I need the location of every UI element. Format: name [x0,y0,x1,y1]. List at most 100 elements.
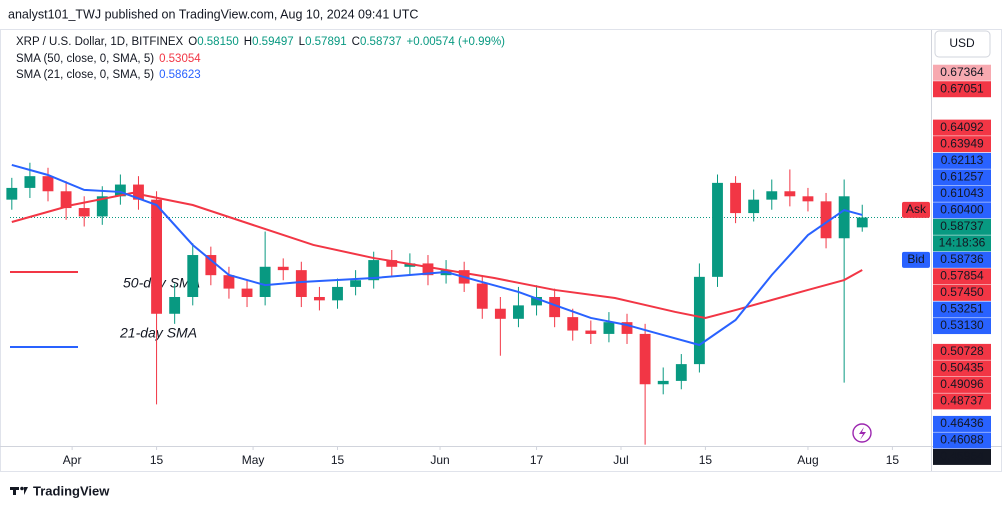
price-tag-label: 0.49096 [940,377,984,391]
candle-body [494,308,506,319]
price-tag-label: 0.46088 [940,433,984,447]
x-tick-label: May [242,453,265,467]
candle-body [6,187,18,200]
event-icon[interactable] [852,423,872,443]
candle-body [476,283,488,309]
indicator-name: SMA (50, close, 0, SMA, 5) [16,53,154,65]
price-tag [933,343,991,360]
candle-body [639,333,651,385]
price-tag-label: 0.60400 [940,203,984,217]
price-tag-label: 0.61257 [940,170,984,184]
price-tag-label: 0.63949 [940,136,984,150]
price-tag [933,64,991,81]
price-tag-label: 0.67051 [940,81,984,95]
candle-body [675,364,687,381]
x-tick-label: 15 [699,453,713,467]
x-tick-label: 15 [331,453,345,467]
candle-body [187,255,199,297]
candle-body [169,296,181,314]
x-tick-label: 15 [886,453,900,467]
price-tag-label: 14:18:36 [939,236,986,250]
candle-body [693,276,705,365]
sma-line [11,191,863,319]
currency-button[interactable] [934,30,991,58]
price-tag [933,360,991,377]
price-tag [933,284,991,301]
candle-body [42,176,54,192]
price-tag [933,393,991,410]
candle-body [114,184,126,197]
bid-tag [902,251,930,268]
price-tag-label: 0.58736 [940,252,984,266]
price-tag [933,119,991,136]
price-tag [933,169,991,186]
price-tag-label: 0.62113 [941,153,984,167]
price-tag-label: 0.50728 [940,344,984,358]
legend-indicator: SMA (21, close, 0, SMA, 5) 0.58623 [16,69,201,81]
candle-body [96,196,108,217]
price-tag [933,448,991,465]
indicator-name: SMA (21, close, 0, SMA, 5) [16,69,154,81]
price-tag [933,235,991,252]
candle-body [585,330,597,334]
candle-body [60,191,72,209]
legend-key: O [188,36,197,48]
x-tick-label: 15 [150,453,164,467]
currency[interactable]: USD [949,36,975,50]
candle-body [277,266,289,271]
frame [0,29,1002,472]
candle-body [730,182,742,214]
x-tick-label: Jun [430,453,449,467]
x-tick-label: Aug [797,453,818,467]
price-tag [933,136,991,153]
ask-label: Ask [906,202,927,216]
price-tag [933,376,991,393]
legend-title: XRP / U.S. Dollar, 1D, BITFINEX O0.58150 H… [16,36,505,48]
candle-body [368,260,380,281]
legend-key: H [244,36,252,48]
footer: TradingView [33,483,110,498]
candle-body [856,217,868,228]
candle-body [205,255,217,276]
price-tag-label: 0.46436 [940,416,984,430]
price-tag [933,432,991,449]
legend-change: +0.00574 (+0.99%) [407,36,506,48]
legend-key: L [299,36,306,48]
price-tag-label: 0.61043 [940,186,984,200]
candle-body [712,182,723,277]
candle-body [621,322,633,334]
candle-body [404,263,416,267]
candle-body [838,196,850,239]
candle-body [784,191,796,197]
x-tick-label: Apr [63,453,82,467]
candle-body [748,199,760,214]
x-tick-label: Jul [613,453,628,467]
price-tag-label: 0.50435 [940,361,984,375]
candle-body [766,191,778,200]
event-icon-bolt [859,427,866,440]
candle-body [223,275,235,289]
legend-value: 0.57891 [305,36,347,48]
ask-tag [902,201,930,218]
candle-body [241,288,253,297]
price-tag-label: 0.48737 [940,394,984,408]
bid-label: Bid [907,252,924,266]
candle-body [295,270,307,297]
legend-value: 0.59497 [252,36,294,48]
candle-body [332,286,343,301]
candle-body [513,305,524,319]
logo [10,486,28,495]
price-tag [933,301,991,318]
candle-body [603,322,615,334]
price-tag-label: 0.64092 [940,120,984,134]
candle-body [24,176,36,188]
price-tag-label: 0.53251 [940,302,984,316]
candle-body [78,208,90,217]
candle-body [151,199,162,314]
candle-body [259,266,271,297]
price-tag [933,152,991,169]
candle-body [422,263,434,276]
price-tag [933,81,991,98]
